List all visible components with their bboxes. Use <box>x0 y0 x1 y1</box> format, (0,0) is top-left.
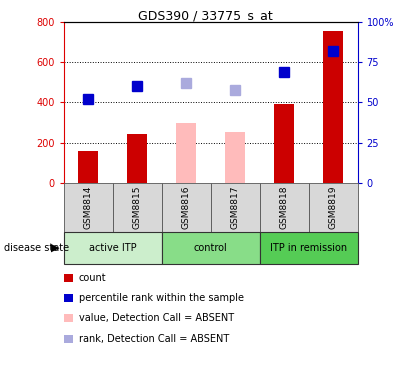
Bar <box>64 183 113 232</box>
Bar <box>127 134 147 183</box>
Bar <box>64 232 162 264</box>
Bar <box>162 232 260 264</box>
Bar <box>211 183 260 232</box>
Bar <box>260 232 358 264</box>
Bar <box>309 183 358 232</box>
Text: GSM8815: GSM8815 <box>133 186 142 229</box>
Text: disease state: disease state <box>4 243 69 253</box>
Text: ▶: ▶ <box>51 243 60 253</box>
Bar <box>274 105 294 183</box>
Bar <box>260 183 309 232</box>
Bar <box>225 132 245 183</box>
Text: GSM8818: GSM8818 <box>279 186 289 229</box>
Text: GSM8817: GSM8817 <box>231 186 240 229</box>
Text: ITP in remission: ITP in remission <box>270 243 347 253</box>
Text: count: count <box>79 273 106 283</box>
Text: percentile rank within the sample: percentile rank within the sample <box>79 293 244 303</box>
Bar <box>323 31 343 183</box>
Text: rank, Detection Call = ABSENT: rank, Detection Call = ABSENT <box>79 333 229 344</box>
Bar <box>79 151 98 183</box>
Text: GDS390 / 33775_s_at: GDS390 / 33775_s_at <box>138 9 273 22</box>
Bar <box>162 183 211 232</box>
Text: GSM8816: GSM8816 <box>182 186 191 229</box>
Text: active ITP: active ITP <box>89 243 136 253</box>
Text: control: control <box>194 243 228 253</box>
Text: GSM8819: GSM8819 <box>328 186 337 229</box>
Bar <box>176 123 196 183</box>
Text: value, Detection Call = ABSENT: value, Detection Call = ABSENT <box>79 313 234 324</box>
Text: GSM8814: GSM8814 <box>84 186 93 229</box>
Bar <box>113 183 162 232</box>
